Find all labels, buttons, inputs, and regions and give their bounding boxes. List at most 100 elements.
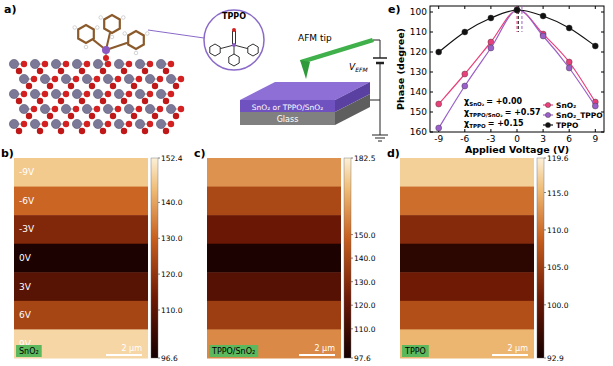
data-point [462,71,468,77]
sample-label-box [209,345,258,357]
voltage-label: 6V [19,310,32,320]
oxygen-atom [168,121,174,127]
tin-atom [135,59,144,68]
y-axis-title: Phase (degree) [395,28,406,110]
ground [372,135,388,136]
data-point [488,45,494,51]
colorbar-tick [351,305,353,306]
hydrogen-atom [96,26,100,30]
phase-band [207,329,341,358]
colorbar-tick-label: 97.6 [354,354,371,363]
film-label: SnO₂ or TPPO/SnO₂ [252,103,323,112]
tin-atom [124,104,133,113]
wire [373,40,380,58]
colorbar-tick [544,267,546,268]
oxygen-atom [73,106,79,112]
tip-label: AFM tip [298,33,332,43]
y-tick [601,32,604,33]
phosphorus-atom [102,46,110,54]
oxygen-atom [52,106,58,112]
oxygen-atom [163,128,169,134]
efm-device [240,38,388,141]
scale-bar [299,354,335,356]
colorbar-tick [544,358,546,359]
data-point [514,7,520,13]
oxygen-atom [58,128,64,134]
x-tick [490,129,491,132]
oxygen-atom [105,91,111,97]
voltage-subscript: EFM [355,66,368,73]
oxygen-atom [163,68,169,74]
colorbar-tick-label: 115.0 [547,189,569,198]
phosphorus-atom [232,43,236,47]
tin-atom [19,74,28,83]
x-tick [543,129,544,132]
y-tick [430,112,433,113]
x-tick-label: -9 [434,134,443,144]
colorbar-tick-label: 96.6 [161,354,178,363]
phase-band [400,301,534,330]
oxygen-atom [84,91,90,97]
oxygen-atom [131,83,137,89]
annotation: χTPPO= +0.15 [464,119,524,129]
colorbar-tick [158,274,160,275]
data-point [592,103,598,109]
oxygen-atom [142,68,148,74]
y-tick [430,12,433,13]
sample-label: SnO₂ [19,347,39,356]
tin-atom [51,59,60,68]
hydrogen-atom [123,32,127,36]
data-point [592,43,598,49]
oxygen-atom [42,121,48,127]
legend-label: SnO₂ [556,101,576,110]
oxygen-atom [21,121,27,127]
oxygen-atom [173,83,179,89]
colorbar-tick-label: 119.6 [547,154,569,163]
annotation-value: = +0.15 [488,119,524,128]
tin-atom [114,119,123,128]
phase-band [207,158,341,187]
tin-atom [61,74,70,83]
tin-atom [93,119,102,128]
colorbar-tick-label: 110.0 [547,226,569,235]
hydrogen-atom [122,16,126,20]
y-tick [430,92,433,93]
oxygen-atom [42,61,48,67]
phase-band [207,187,341,216]
phase-band [400,158,534,187]
figure: a)TPPOSnO₂ or TPPO/SnO₂GlassAFM tipVEFMb… [0,0,613,366]
x-tick [464,129,465,132]
colorbar-tick-label: 130.0 [161,234,183,243]
tin-atom [51,89,60,98]
y-tick-label: 110 [410,27,427,37]
y-tick [601,132,604,133]
colorbar-tick-label: 120.0 [161,270,183,279]
voltage-label: VEFM [349,62,368,73]
x-tick-label: 3 [540,134,546,144]
y-tick [601,92,604,93]
oxygen-atom [58,98,64,104]
hydrogen-atom [73,26,77,30]
tin-atom [72,59,81,68]
efm-image [207,158,341,359]
phase-band [207,272,341,301]
data-point [566,59,572,65]
oxygen-atom [21,91,27,97]
voltage-label: 0V [19,253,32,263]
inset-connector [148,30,204,38]
oxygen-atom [121,98,127,104]
colorbar-tick-label: 110.0 [354,325,376,334]
oxygen-atom [100,68,106,74]
colorbar-tick-label: 120.0 [354,301,376,310]
scale-bar-label: 2 μm [314,344,335,353]
y-tick-label: 160 [410,127,427,137]
colorbar-tick [158,358,160,359]
phase-band [207,301,341,330]
inset-circle [204,10,264,70]
efm-image [14,158,148,359]
scale-bar-label: 2 μm [121,344,142,353]
legend: SnO₂SnO₂_TPPOTPPO [543,101,603,130]
oxygen-atom [58,68,64,74]
wire [380,63,381,135]
oxygen-atom [232,28,236,32]
